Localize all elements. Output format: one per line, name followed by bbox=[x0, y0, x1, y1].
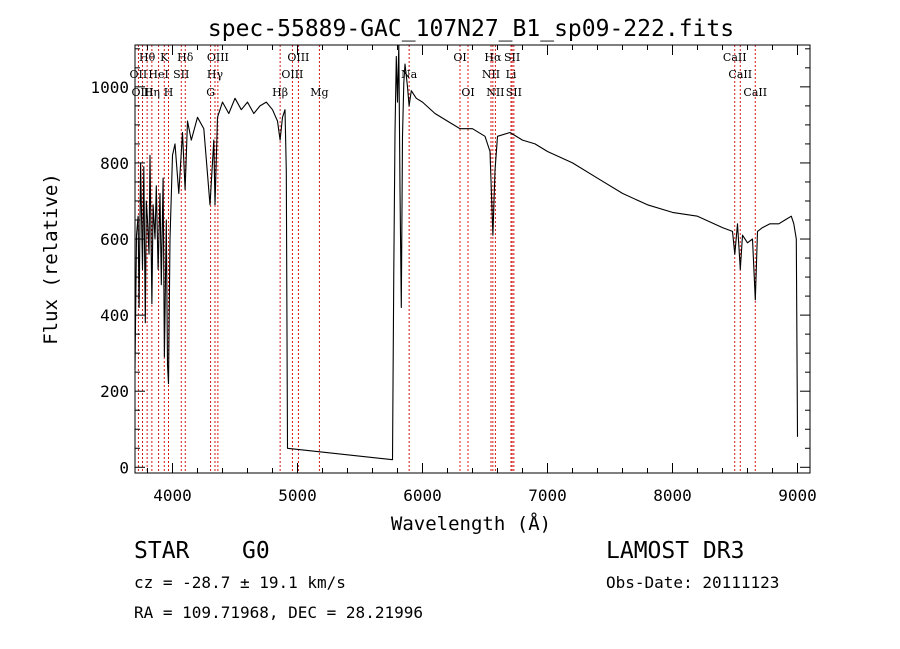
y-tick-label-0: 0 bbox=[119, 458, 129, 477]
x-tick-label-8000: 8000 bbox=[653, 486, 692, 505]
line-label-17: CaII bbox=[728, 68, 752, 81]
series-line-0 bbox=[134, 44, 799, 461]
line-label-27: CaII bbox=[743, 86, 767, 99]
x-tick-label-7000: 7000 bbox=[528, 486, 567, 505]
line-label-13: OIII bbox=[281, 68, 303, 81]
observation-date: Obs-Date: 20111123 bbox=[606, 573, 780, 592]
survey-name: LAMOST DR3 bbox=[606, 538, 745, 564]
line-label-12: Hγ bbox=[207, 68, 224, 81]
chart-title: spec-55889-GAC_107N27_B1_sp09-222.fits bbox=[208, 16, 734, 42]
line-label-9: OII bbox=[130, 68, 148, 81]
line-label-11: SII bbox=[173, 68, 189, 81]
line-label-0: Hθ bbox=[139, 51, 156, 64]
y-tick-label-1000: 1000 bbox=[90, 78, 129, 97]
line-label-22: Hβ bbox=[272, 86, 288, 99]
line-label-21: G bbox=[206, 86, 215, 99]
y-tick-label-800: 800 bbox=[100, 154, 129, 173]
line-label-20: H bbox=[164, 86, 174, 99]
line-markers-group bbox=[137, 45, 756, 473]
x-tick-label-4000: 4000 bbox=[153, 486, 192, 505]
y-axis: 0 200 400 600 800 1000 bbox=[90, 48, 810, 477]
line-label-16: Li bbox=[506, 68, 517, 81]
line-label-15: NII bbox=[482, 68, 500, 81]
x-axis: 4000 5000 6000 7000 8000 9000 bbox=[147, 45, 817, 505]
series-group bbox=[134, 44, 799, 461]
line-label-10: HeI bbox=[148, 68, 168, 81]
line-label-8: CaII bbox=[723, 51, 747, 64]
spectral-type: G0 bbox=[242, 538, 270, 564]
x-tick-label-5000: 5000 bbox=[278, 486, 317, 505]
ra-dec-coordinates: RA = 109.71968, DEC = 28.21996 bbox=[134, 603, 423, 622]
plot-frame bbox=[134, 44, 811, 474]
line-label-2: Hδ bbox=[177, 51, 194, 64]
redshift-cz: cz = -28.7 ± 19.1 km/s bbox=[134, 573, 346, 592]
object-class: STAR bbox=[134, 538, 190, 564]
line-label-6: Hα bbox=[484, 51, 502, 64]
line-label-5: OI bbox=[453, 51, 466, 64]
line-label-4: OIII bbox=[287, 51, 309, 64]
line-label-19: Hη bbox=[144, 86, 160, 99]
y-tick-label-400: 400 bbox=[100, 306, 129, 325]
line-label-18: OIII bbox=[131, 86, 153, 99]
y-tick-label-200: 200 bbox=[100, 382, 129, 401]
line-label-1: K bbox=[160, 51, 169, 64]
line-label-24: OI bbox=[461, 86, 474, 99]
x-tick-label-6000: 6000 bbox=[403, 486, 442, 505]
line-label-7: SII bbox=[504, 51, 520, 64]
line-label-3: OIII bbox=[207, 51, 229, 64]
x-tick-label-9000: 9000 bbox=[778, 486, 817, 505]
line-label-26: SII bbox=[506, 86, 522, 99]
x-axis-label: Wavelength (Å) bbox=[391, 512, 551, 535]
line-label-23: Mg bbox=[310, 86, 328, 99]
y-tick-label-600: 600 bbox=[100, 230, 129, 249]
line-label-25: NII bbox=[486, 86, 504, 99]
line-label-14: Na bbox=[401, 68, 418, 81]
y-axis-label: Flux (relative) bbox=[40, 173, 62, 345]
